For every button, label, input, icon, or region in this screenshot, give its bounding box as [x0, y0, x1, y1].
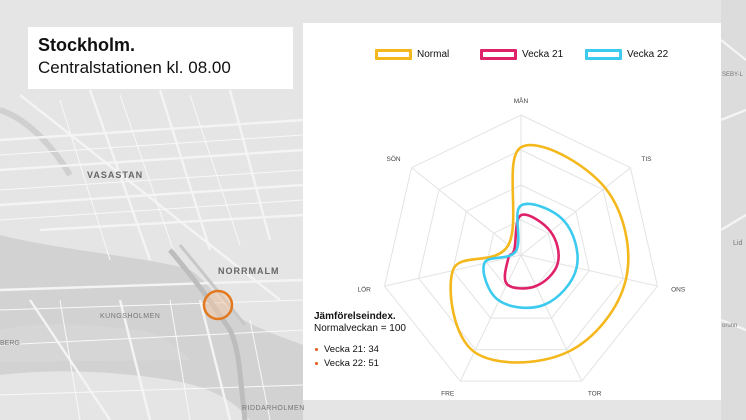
map-label-riddarholmen: RIDDARHOLMEN [242, 405, 305, 412]
note-item-vecka-22: Vecka 22: 51 [314, 358, 464, 369]
series-line-vecka-22 [482, 202, 579, 310]
axis-label-ons: ONS [671, 286, 686, 293]
grid-spoke [459, 254, 522, 382]
legend-label-normal: Normal [417, 49, 450, 60]
grid-spoke [411, 167, 522, 256]
grid-spoke [520, 254, 583, 382]
location-marker [202, 289, 234, 321]
map-label-kungsholmen: KUNGSHOLMEN [100, 313, 160, 320]
legend-label-vecka-22: Vecka 22 [627, 49, 669, 60]
bullet-icon [315, 362, 318, 365]
axis-label-tis: TIS [641, 156, 652, 163]
note-item-text: Vecka 21: 34 [324, 344, 379, 355]
title-card: Stockholm. Centralstationen kl. 08.00 [28, 27, 293, 89]
legend-swatch-normal [375, 49, 412, 60]
grid-ring [452, 184, 590, 319]
grid-spoke [520, 167, 631, 256]
page-subtitle: Centralstationen kl. 08.00 [38, 58, 231, 77]
series-line-vecka-21 [503, 213, 560, 290]
map-label-berg: BERG [0, 340, 20, 347]
legend-swatch-vecka-22 [585, 49, 622, 60]
series-line-normal [449, 143, 630, 364]
bullet-icon [315, 348, 318, 351]
chart-panel: MÅN TIS ONS TOR FRE LÖR SÖN Normal Vecka 21 Ve… [303, 23, 721, 400]
index-note: Jämförelseindex. Normalveckan = 100 Veck… [314, 311, 464, 372]
map-label-norrmalm: NORRMALM [218, 266, 280, 276]
note-item-text: Vecka 22: 51 [324, 358, 379, 369]
map-label-seby: SEBY-L [722, 72, 743, 78]
note-title: Jämförelseindex. [314, 311, 396, 322]
legend-swatch-vecka-21 [480, 49, 517, 60]
axis-label-fre: FRE [441, 391, 455, 398]
legend-label-vecka-21: Vecka 21 [522, 49, 564, 60]
axis-label-tor: TOR [588, 391, 602, 398]
map-label-vasastan: VASASTAN [87, 170, 143, 180]
grid-ring [383, 114, 659, 382]
grid-spoke [520, 254, 658, 287]
axis-label-mån: MÅN [514, 96, 529, 105]
axis-label-sön: SÖN [387, 155, 401, 163]
map-label-lid: Lid [733, 240, 742, 247]
note-item-vecka-21: Vecka 21: 34 [314, 344, 464, 355]
radar-chart: MÅN TIS ONS TOR FRE LÖR SÖN [357, 96, 686, 398]
grid-ring [486, 219, 556, 288]
axis-label-lör: LÖR [357, 285, 371, 293]
grid-ring [418, 149, 624, 351]
map-label-orunn: orunn [722, 323, 737, 329]
page-title: Stockholm. [38, 35, 136, 55]
note-subtitle: Normalveckan = 100 [314, 323, 406, 334]
